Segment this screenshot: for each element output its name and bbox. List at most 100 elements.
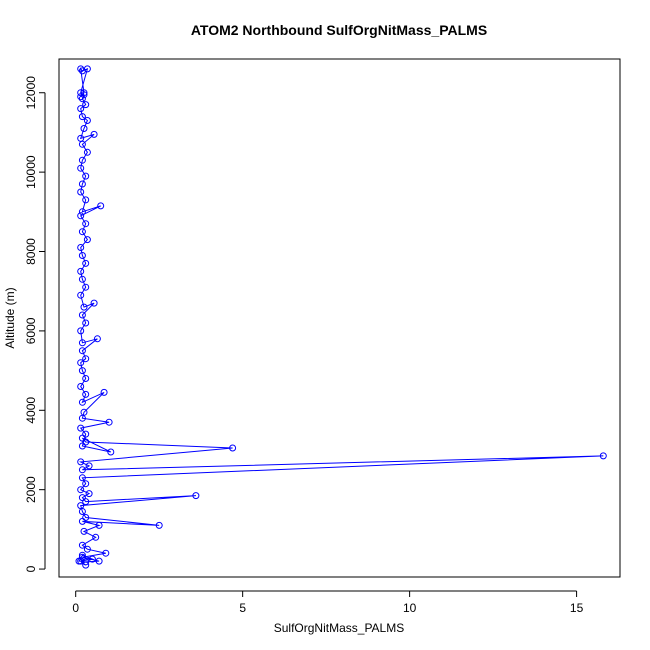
data-point	[78, 180, 86, 188]
data-point	[83, 148, 91, 156]
data-point	[77, 424, 85, 432]
data-point	[82, 355, 90, 363]
data-point	[77, 93, 85, 101]
x-axis: 0 5 10 15	[72, 590, 584, 615]
data-point	[78, 551, 86, 559]
y-tick-label: 4000	[24, 397, 38, 424]
y-tick-label: 12000	[24, 76, 38, 110]
data-point	[78, 113, 86, 121]
x-tick-label: 0	[72, 601, 79, 615]
data-point	[77, 383, 85, 390]
data-point	[155, 521, 163, 529]
data-point	[83, 545, 91, 553]
data-point	[95, 521, 103, 529]
data-point	[78, 398, 86, 406]
data-point	[82, 220, 90, 228]
data-point	[90, 299, 98, 307]
x-tick-label: 15	[570, 601, 584, 615]
data-point	[77, 458, 85, 466]
data-point	[88, 555, 96, 563]
data-point	[78, 156, 86, 164]
plot-area-border	[58, 58, 621, 578]
data-point	[78, 367, 86, 375]
data-point	[78, 442, 86, 450]
y-tick-label: 2000	[24, 476, 38, 503]
y-axis-label: Altitude (m)	[3, 287, 17, 348]
data-point	[77, 327, 85, 335]
data-point	[85, 490, 93, 498]
data-point	[77, 244, 85, 251]
data-point	[95, 557, 103, 565]
data-point	[78, 474, 86, 482]
data-point	[77, 291, 85, 299]
x-tick-label: 10	[403, 601, 417, 615]
data-point	[77, 188, 85, 196]
data-point	[77, 486, 85, 494]
data-point	[82, 375, 90, 382]
data-point	[78, 252, 86, 259]
data-point	[82, 259, 90, 267]
data-point	[77, 502, 85, 510]
data-point	[78, 347, 86, 355]
data-point	[100, 388, 108, 396]
data-point	[80, 527, 88, 535]
data-point	[82, 561, 90, 569]
data-point	[80, 408, 88, 416]
data-point	[82, 514, 90, 521]
data-point	[77, 267, 85, 275]
data-point	[93, 335, 101, 343]
y-tick-label: 0	[24, 565, 38, 572]
data-point	[229, 444, 237, 452]
y-tick-label: 10000	[24, 155, 38, 189]
data-point	[599, 452, 607, 460]
data-point	[107, 448, 115, 456]
data-point	[82, 390, 90, 398]
data-point	[77, 89, 85, 97]
chart-title: ATOM2 Northbound SulfOrgNitMass_PALMS	[191, 22, 487, 38]
data-point	[78, 541, 86, 549]
data-point	[78, 67, 86, 75]
data-point	[78, 339, 86, 347]
data-point	[78, 275, 86, 283]
data-point	[77, 359, 85, 367]
data-point	[77, 65, 85, 73]
data-point	[83, 236, 91, 244]
y-tick-label: 6000	[24, 317, 38, 344]
data-point	[82, 283, 90, 291]
data-point	[82, 319, 90, 327]
data-point	[78, 494, 86, 502]
data-point	[78, 228, 86, 236]
data-point	[77, 164, 85, 172]
data-point	[78, 208, 86, 216]
data-point	[77, 134, 85, 142]
data-point	[82, 558, 90, 566]
data-point	[83, 117, 91, 124]
data-point	[78, 553, 86, 561]
data-point	[82, 480, 90, 488]
data-point	[80, 303, 88, 311]
y-axis: 0 2000 4000 6000 8000 10000 12000	[24, 76, 46, 572]
data-point	[192, 492, 200, 500]
data-point	[75, 557, 83, 565]
data-point	[105, 418, 113, 426]
data-point	[90, 130, 98, 138]
data-point	[77, 212, 85, 220]
data-point	[78, 311, 86, 319]
data-point	[78, 466, 86, 474]
data-point	[82, 172, 90, 180]
data-point	[97, 202, 105, 210]
x-axis-label: SulfOrgNitMass_PALMS	[274, 621, 404, 635]
data-point	[102, 549, 110, 557]
data-point	[77, 105, 85, 113]
x-tick-label: 5	[239, 601, 246, 615]
data-point	[85, 462, 93, 470]
data-point	[82, 101, 90, 109]
plot-layer	[75, 65, 607, 569]
series-line	[78, 67, 604, 566]
data-point	[82, 430, 90, 438]
data-point	[82, 196, 90, 204]
y-tick-label: 8000	[24, 238, 38, 265]
data-point	[80, 125, 88, 132]
